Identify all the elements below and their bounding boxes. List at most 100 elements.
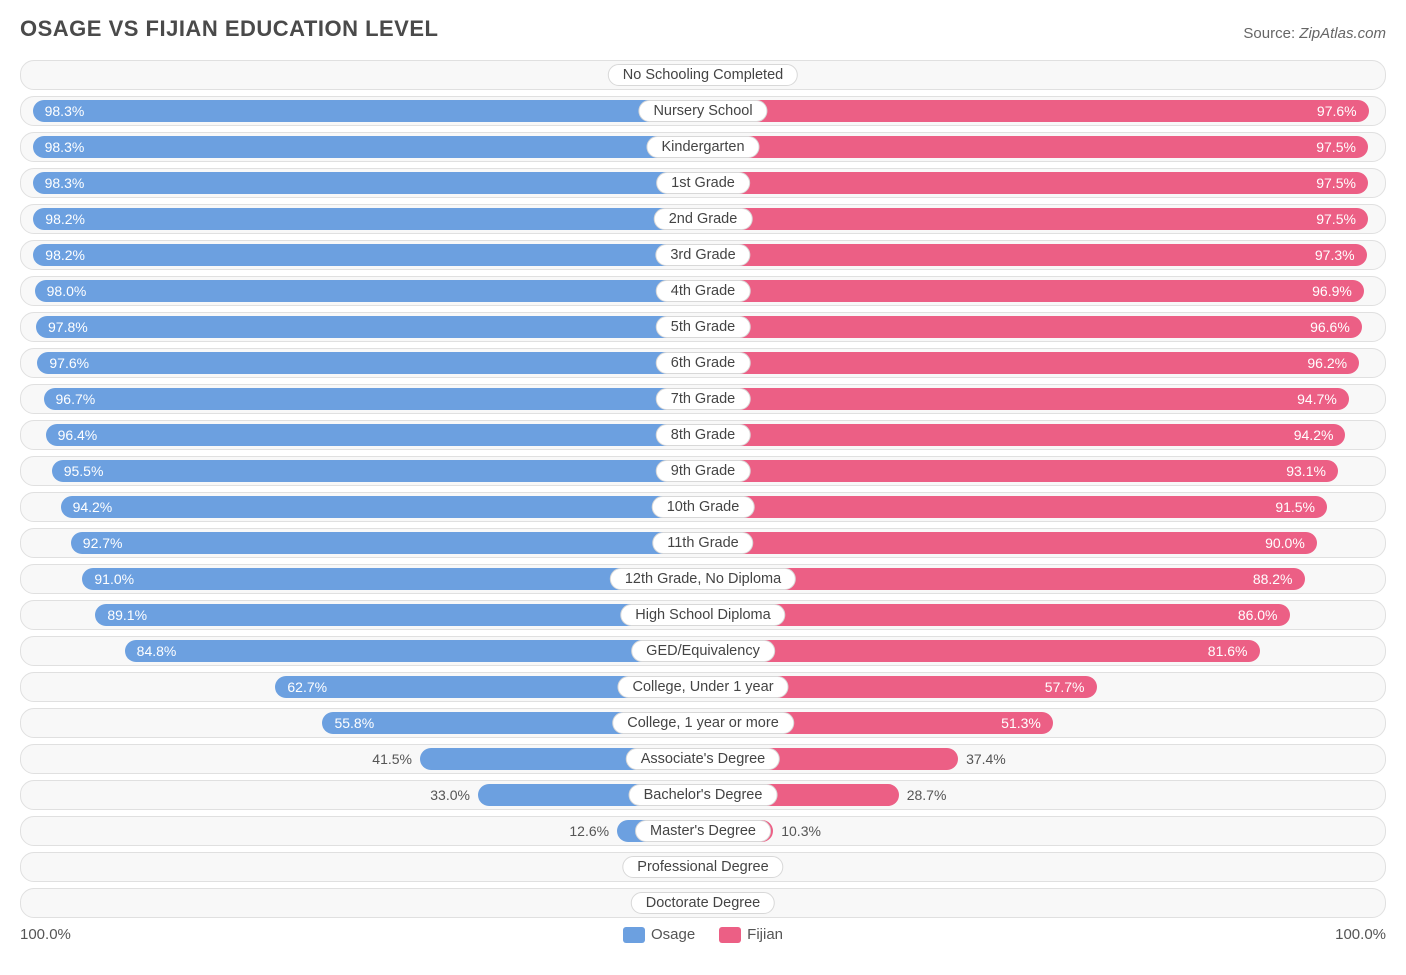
value-left: 41.5% xyxy=(372,751,412,767)
value-left: 97.8% xyxy=(48,319,88,335)
category-label: Doctorate Degree xyxy=(631,892,775,914)
category-label: 4th Grade xyxy=(656,280,751,302)
chart-header: OSAGE VS FIJIAN EDUCATION LEVEL Source: … xyxy=(20,16,1386,42)
bar-right: 91.5% xyxy=(703,496,1327,518)
value-left: 98.3% xyxy=(45,175,85,191)
category-label: 10th Grade xyxy=(652,496,755,518)
category-label: 6th Grade xyxy=(656,352,751,374)
bar-left: 98.2% xyxy=(33,208,703,230)
chart-row: 12.6%10.3%Master's Degree xyxy=(20,816,1386,846)
bar-left: 96.7% xyxy=(44,388,703,410)
value-left: 98.2% xyxy=(45,211,85,227)
bar-right: 86.0% xyxy=(703,604,1290,626)
value-right: 86.0% xyxy=(1238,607,1278,623)
chart-row: 97.8% 96.6%5th Grade xyxy=(20,312,1386,342)
chart-row: 97.6% 96.2% 6th Grade xyxy=(20,348,1386,378)
value-right: 97.5% xyxy=(1316,175,1356,191)
bar-right: 81.6% xyxy=(703,640,1260,662)
chart-row: 98.2% 97.5% 2nd Grade xyxy=(20,204,1386,234)
bar-right: 97.5% xyxy=(703,172,1368,194)
category-label: 9th Grade xyxy=(656,460,751,482)
legend-swatch-left xyxy=(623,927,645,943)
category-label: College, Under 1 year xyxy=(617,676,788,698)
category-label: 2nd Grade xyxy=(654,208,753,230)
category-label: 8th Grade xyxy=(656,424,751,446)
value-left: 91.0% xyxy=(94,571,134,587)
category-label: No Schooling Completed xyxy=(608,64,798,86)
category-label: 11th Grade xyxy=(652,532,753,554)
value-right: 94.7% xyxy=(1297,391,1337,407)
chart-row: 33.0% 28.7% Bachelor's Degree xyxy=(20,780,1386,810)
value-right: 93.1% xyxy=(1286,463,1326,479)
value-left: 84.8% xyxy=(137,643,177,659)
category-label: Professional Degree xyxy=(622,856,783,878)
value-left: 55.8% xyxy=(334,715,374,731)
chart-row: 98.3%97.6%Nursery School xyxy=(20,96,1386,126)
category-label: Kindergarten xyxy=(646,136,759,158)
value-right: 97.5% xyxy=(1316,139,1356,155)
value-right: 51.3% xyxy=(1001,715,1041,731)
bar-left: 98.3% xyxy=(33,136,703,158)
axis-right-max: 100.0% xyxy=(1335,926,1386,943)
bar-right: 96.9% xyxy=(703,280,1364,302)
category-label: Master's Degree xyxy=(635,820,771,842)
value-left: 94.2% xyxy=(73,499,113,515)
chart-row: 3.7%2.9%Professional Degree xyxy=(20,852,1386,882)
legend-item-right: Fijian xyxy=(719,926,783,943)
value-left: 98.3% xyxy=(45,139,85,155)
chart-source: Source: ZipAtlas.com xyxy=(1243,25,1386,42)
bar-left: 97.6% xyxy=(37,352,703,374)
chart-footer: 100.0% Osage Fijian 100.0% xyxy=(20,926,1386,943)
bar-left: 92.7% xyxy=(71,532,703,554)
value-right: 96.2% xyxy=(1307,355,1347,371)
bar-left: 97.8% xyxy=(36,316,703,338)
value-right: 90.0% xyxy=(1265,535,1305,551)
bar-right: 90.0% xyxy=(703,532,1317,554)
chart-title: OSAGE VS FIJIAN EDUCATION LEVEL xyxy=(20,16,438,42)
bar-left: 98.0% xyxy=(35,280,703,302)
chart-row: 62.7%57.7%College, Under 1 year xyxy=(20,672,1386,702)
bar-left: 98.3% xyxy=(33,172,703,194)
bar-right: 97.5% xyxy=(703,136,1368,158)
category-label: 3rd Grade xyxy=(655,244,750,266)
value-left: 96.7% xyxy=(56,391,96,407)
value-right: 57.7% xyxy=(1045,679,1085,695)
source-label: Source: xyxy=(1243,25,1299,42)
bar-right: 96.6% xyxy=(703,316,1362,338)
value-right: 81.6% xyxy=(1208,643,1248,659)
value-left: 33.0% xyxy=(430,787,470,803)
category-label: 12th Grade, No Diploma xyxy=(610,568,796,590)
value-right: 96.9% xyxy=(1312,283,1352,299)
chart-row: 98.3% 97.5% Kindergarten xyxy=(20,132,1386,162)
value-left: 98.2% xyxy=(45,247,85,263)
value-left: 12.6% xyxy=(569,823,609,839)
value-right: 97.3% xyxy=(1315,247,1355,263)
value-right: 88.2% xyxy=(1253,571,1293,587)
value-right: 28.7% xyxy=(907,787,947,803)
value-right: 97.5% xyxy=(1316,211,1356,227)
legend: Osage Fijian xyxy=(623,926,783,943)
bar-right: 97.5% xyxy=(703,208,1368,230)
legend-label-right: Fijian xyxy=(747,926,783,943)
legend-item-left: Osage xyxy=(623,926,695,943)
bar-left: 84.8% xyxy=(125,640,703,662)
chart-row: 96.4%94.2%8th Grade xyxy=(20,420,1386,450)
category-label: 5th Grade xyxy=(656,316,751,338)
value-left: 97.6% xyxy=(49,355,89,371)
legend-label-left: Osage xyxy=(651,926,695,943)
chart-row: 92.7% 90.0% 11th Grade xyxy=(20,528,1386,558)
bar-right: 97.6% xyxy=(703,100,1369,122)
category-label: Bachelor's Degree xyxy=(629,784,778,806)
category-label: High School Diploma xyxy=(620,604,785,626)
axis-left-max: 100.0% xyxy=(20,926,71,943)
bar-left: 98.3% xyxy=(33,100,703,122)
chart-row: 41.5%37.4%Associate's Degree xyxy=(20,744,1386,774)
chart-row: 55.8%51.3%College, 1 year or more xyxy=(20,708,1386,738)
chart-row: 89.1% 86.0% High School Diploma xyxy=(20,600,1386,630)
bar-left: 98.2% xyxy=(33,244,703,266)
category-label: GED/Equivalency xyxy=(631,640,775,662)
value-left: 89.1% xyxy=(107,607,147,623)
value-right: 97.6% xyxy=(1317,103,1357,119)
chart-row: 95.5%93.1%9th Grade xyxy=(20,456,1386,486)
value-left: 98.3% xyxy=(45,103,85,119)
